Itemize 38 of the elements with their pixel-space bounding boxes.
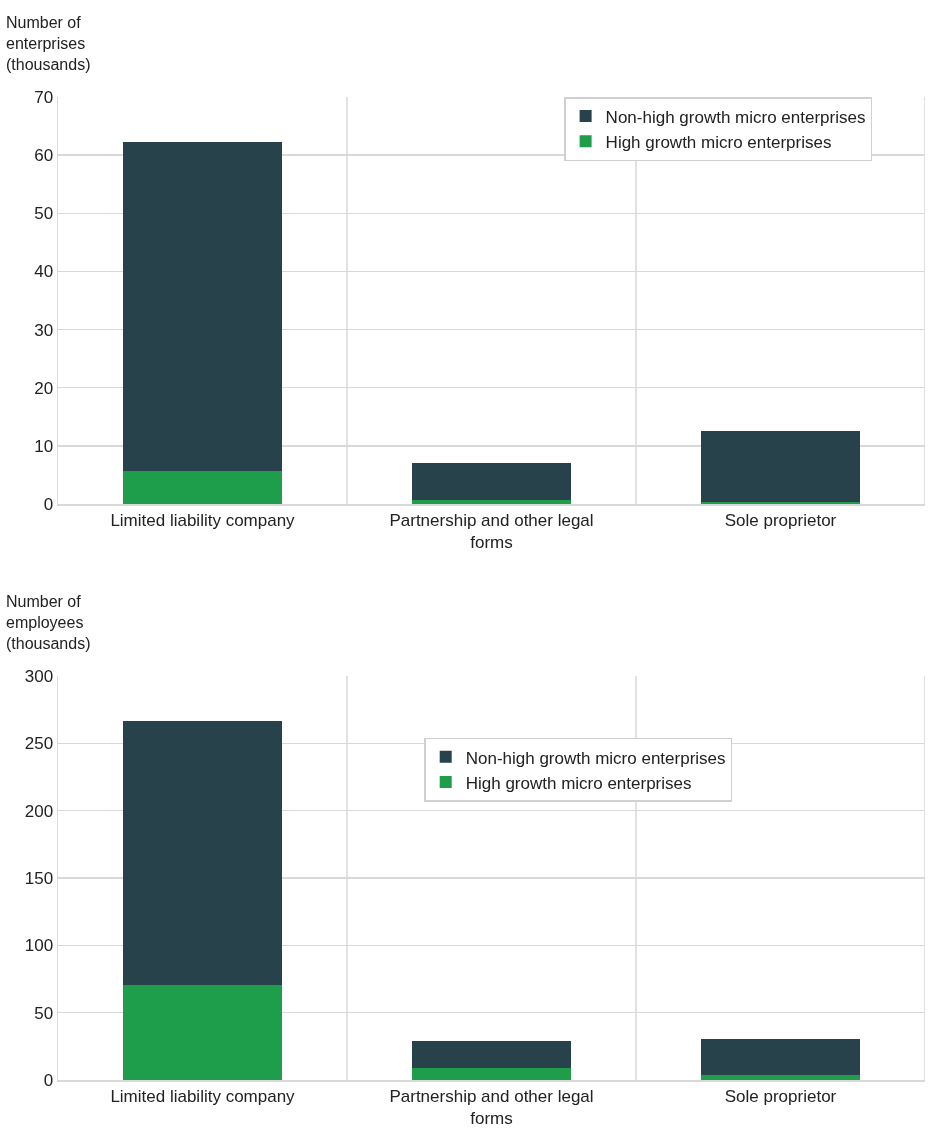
bar xyxy=(123,141,282,471)
y-tick-label: 100 xyxy=(24,936,54,956)
legend-label: High growth micro enterprises xyxy=(605,132,832,152)
y-tick-label: 0 xyxy=(43,494,54,514)
y-tick-label: 0 xyxy=(43,1070,54,1090)
y-tick-label: 30 xyxy=(34,320,54,340)
y-axis-title: Number of employees (thousands) xyxy=(6,593,91,652)
bar xyxy=(412,499,571,504)
y-tick-label: 200 xyxy=(24,801,54,821)
x-tick-label: Limited liability company xyxy=(110,510,296,530)
bar xyxy=(701,430,860,502)
bar xyxy=(701,1039,860,1076)
y-tick-label: 50 xyxy=(34,1003,54,1023)
bar xyxy=(123,721,282,986)
bar xyxy=(412,1040,571,1068)
bar xyxy=(123,985,282,1080)
bar xyxy=(123,470,282,504)
x-tick-label: Limited liability company xyxy=(110,1086,296,1106)
y-tick-label: 150 xyxy=(24,868,54,888)
bar xyxy=(412,463,571,500)
y-tick-label: 300 xyxy=(24,666,54,686)
y-tick-label: 70 xyxy=(34,87,54,107)
y-tick-label: 60 xyxy=(34,146,54,166)
bar xyxy=(701,1075,860,1080)
x-tick-label: Partnership and other legal forms xyxy=(389,510,594,552)
bar xyxy=(412,1067,571,1080)
legend-label: High growth micro enterprises xyxy=(465,773,692,793)
y-tick-label: 10 xyxy=(34,436,54,456)
x-tick-label: Sole proprietor xyxy=(724,1086,837,1106)
x-tick-label: Sole proprietor xyxy=(724,510,837,530)
legend-label: Non-high growth micro enterprises xyxy=(605,107,866,127)
legend-label: Non-high growth micro enterprises xyxy=(465,748,726,768)
y-tick-label: 20 xyxy=(34,378,54,398)
y-axis-title: Number of enterprises (thousands) xyxy=(6,14,91,73)
y-tick-label: 50 xyxy=(34,204,54,224)
x-tick-label: Partnership and other legal forms xyxy=(389,1086,594,1128)
y-tick-label: 40 xyxy=(34,262,54,282)
y-tick-label: 250 xyxy=(24,734,54,754)
